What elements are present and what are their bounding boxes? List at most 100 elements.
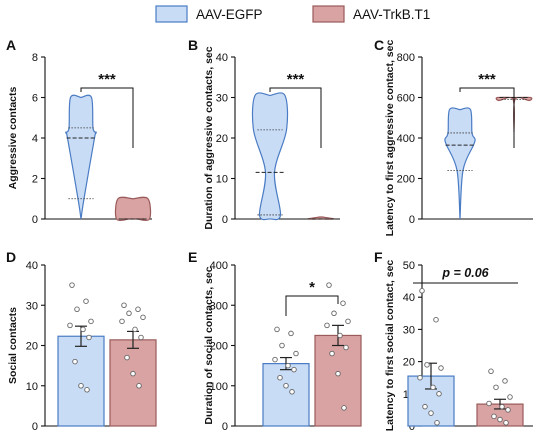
data-point	[337, 332, 343, 339]
data-point	[417, 374, 423, 381]
data-point	[491, 413, 497, 420]
data-point	[140, 314, 146, 321]
y-axis-label: Duration of aggressive contacts, sec	[203, 46, 215, 229]
significance-label: ***	[478, 71, 496, 88]
y-tick-label: 400	[210, 260, 228, 272]
data-point	[507, 394, 513, 400]
legend-swatch-egfp	[155, 5, 188, 23]
panel-e: E Duration of social contacts, sec 0 100 200…	[188, 249, 362, 433]
legend-swatch-trkb	[312, 5, 345, 23]
y-tick-label: 10	[216, 174, 228, 186]
data-point	[499, 403, 505, 410]
data-point	[84, 387, 90, 393]
data-point	[283, 383, 289, 389]
series-egfp	[251, 92, 289, 221]
data-point	[119, 318, 125, 325]
data-point	[428, 410, 434, 416]
panel-b: B Duration of aggressive contacts, sec 0 10…	[188, 37, 340, 230]
data-point	[340, 300, 346, 306]
y-tick-label: 10	[26, 381, 38, 393]
y-tick-label: 30	[403, 324, 415, 336]
violin-shape	[65, 94, 97, 220]
data-point	[138, 334, 144, 341]
data-point	[132, 326, 138, 333]
series-egfp	[57, 282, 105, 427]
panel-letter: A	[6, 37, 16, 53]
data-point	[124, 354, 130, 361]
significance-bracket	[285, 295, 339, 316]
data-point	[503, 420, 509, 426]
y-tick-label: 600	[397, 93, 415, 105]
data-point	[424, 362, 430, 368]
data-point	[488, 368, 494, 375]
data-point	[341, 405, 347, 411]
significance-annotation: ***	[269, 71, 322, 148]
data-point	[331, 310, 337, 317]
significance-label: ***	[98, 71, 116, 88]
data-point	[121, 302, 127, 309]
y-tick-label: 30	[26, 300, 38, 312]
data-point	[136, 383, 142, 389]
data-point	[88, 318, 94, 325]
data-point	[288, 330, 294, 337]
y-tick-label: 400	[397, 133, 415, 145]
significance-annotation: ***	[459, 71, 515, 148]
y-tick-label: 0	[409, 214, 415, 226]
y-tick-label: 2	[32, 174, 38, 186]
y-tick-label: 800	[397, 52, 415, 64]
series-trkb	[314, 282, 362, 427]
violin-shape	[114, 196, 152, 222]
bar	[262, 363, 310, 427]
y-tick-label: 20	[26, 341, 38, 353]
series-egfp	[65, 94, 97, 220]
bar	[109, 339, 157, 427]
data-point	[80, 326, 86, 333]
data-point	[72, 358, 78, 365]
y-tick-label: 20	[403, 357, 415, 369]
panel-letter: D	[6, 249, 16, 265]
series-trkb	[476, 368, 524, 427]
data-point	[130, 370, 136, 377]
series-trkb	[306, 216, 336, 220]
y-tick-label: 40	[216, 52, 228, 64]
significance-label: p = 0.06	[441, 266, 489, 280]
y-axis-label: Duration of social contacts, sec	[203, 266, 215, 424]
data-point	[430, 384, 436, 391]
data-point	[272, 356, 278, 363]
y-axis-label: Aggressive contacts	[7, 86, 19, 189]
data-point	[279, 342, 285, 349]
y-tick-label: 40	[403, 292, 415, 304]
y-tick-label: 40	[26, 260, 38, 272]
data-point	[329, 350, 335, 357]
y-tick-label: 50	[403, 260, 415, 272]
data-point	[438, 365, 444, 371]
y-axis-label: Social contacts	[7, 307, 19, 384]
data-point	[277, 374, 283, 381]
significance-label: *	[309, 279, 315, 296]
data-point	[83, 298, 89, 304]
series-trkb	[109, 302, 157, 427]
data-point	[274, 326, 280, 333]
data-point	[67, 322, 73, 329]
data-point	[135, 306, 141, 313]
data-point	[86, 334, 92, 341]
data-point	[433, 316, 439, 323]
data-point	[335, 370, 341, 377]
data-point	[285, 362, 291, 369]
data-point	[422, 403, 428, 410]
y-tick-label: 0	[222, 421, 228, 433]
data-point	[486, 400, 492, 407]
data-point	[74, 306, 80, 313]
panel-d: D Social contacts 0 10 20 30 40	[6, 249, 157, 433]
data-point	[69, 282, 75, 288]
data-point	[289, 389, 295, 395]
y-tick-label: 0	[409, 421, 415, 433]
y-tick-label: 30	[216, 93, 228, 105]
series-trkb	[114, 196, 152, 222]
bar	[314, 334, 362, 427]
y-tick-label: 0	[222, 214, 228, 226]
data-point	[326, 282, 332, 288]
y-tick-label: 6	[32, 93, 38, 105]
